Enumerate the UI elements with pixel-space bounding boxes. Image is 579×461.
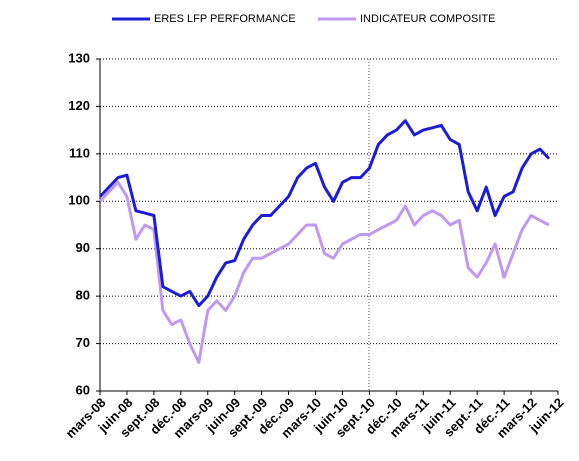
y-tick-label: 70 [76, 335, 90, 350]
y-tick-label: 60 [76, 382, 90, 397]
y-tick-label: 110 [69, 145, 90, 160]
y-tick-label: 80 [76, 288, 90, 303]
series-line [98, 119, 551, 308]
y-tick-label: 130 [68, 50, 90, 65]
y-tick-label: 100 [68, 193, 90, 208]
y-tick-label: 120 [68, 98, 90, 113]
y-tick-label: 90 [76, 240, 90, 255]
legend-label: INDICATEUR COMPOSITE [360, 13, 495, 25]
series-line [98, 180, 550, 364]
legend-label: ERES LFP PERFORMANCE [154, 13, 296, 25]
